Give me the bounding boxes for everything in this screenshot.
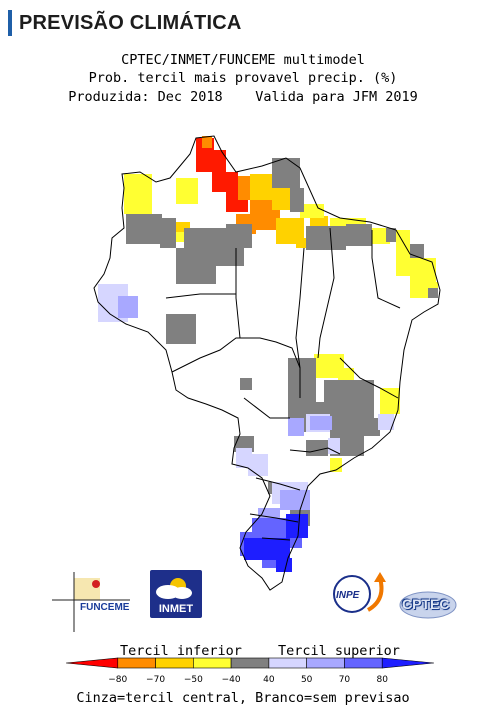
- forecast-cell-above-50: [288, 418, 304, 436]
- header-accent-bar: [8, 10, 12, 36]
- legend-swatch-1: [117, 657, 156, 669]
- legend-label-superior: Tercil superior: [278, 643, 400, 659]
- state-border-5: [317, 227, 335, 359]
- forecast-cell-below-80: [212, 172, 238, 192]
- produced-date: Produzida: Dec 2018: [68, 89, 223, 105]
- forecast-cell-normal: [272, 158, 300, 188]
- legend-tick-label: 80: [376, 675, 388, 685]
- forecast-cell-normal: [176, 248, 216, 284]
- forecast-cell-normal: [290, 188, 304, 212]
- state-border-8: [255, 477, 301, 491]
- state-border-7: [289, 447, 341, 455]
- cptec-label: CPTEC: [402, 596, 450, 612]
- legend-note: Cinza=tercil central, Branco=sem previsa…: [76, 690, 410, 706]
- legend-swatch-7: [344, 657, 383, 669]
- forecast-cell-below-40: [380, 388, 400, 414]
- inmet-emblem: [156, 578, 192, 599]
- forecast-cell-above-50: [310, 416, 332, 430]
- legend-tick-label: 50: [301, 675, 313, 685]
- legend-tick-label: −80: [108, 675, 127, 685]
- inmet-logo: INMET: [150, 570, 202, 618]
- cptec-emblem: [399, 591, 457, 619]
- forecast-cell-normal: [346, 224, 372, 246]
- page-title: PREVISÃO CLIMÁTICA: [19, 11, 242, 34]
- legend-tick-label: −50: [184, 675, 203, 685]
- legend-tick-label: −70: [146, 675, 165, 685]
- legend-swatch-6: [306, 657, 345, 669]
- forecast-cell-below-40: [370, 228, 390, 244]
- forecast-map: [93, 135, 441, 591]
- country-outline: [93, 135, 441, 591]
- forecast-cell-normal: [386, 228, 396, 242]
- state-border-3: [165, 293, 236, 299]
- forecast-cell-normal: [306, 226, 346, 250]
- forecast-cell-normal: [126, 214, 162, 244]
- inpe-emblem: [333, 572, 386, 613]
- forecast-cell-below-40: [396, 230, 410, 276]
- legend-swatch-3: [193, 657, 232, 669]
- forecast-cell-normal: [226, 224, 252, 248]
- forecast-cell-below-40: [338, 368, 354, 382]
- forecast-cell-below-70: [202, 136, 212, 148]
- legend-swatch-8: [381, 657, 435, 669]
- forecast-cell-normal: [240, 378, 252, 390]
- state-border-10: [261, 537, 291, 541]
- forecast-cell-below-50: [250, 174, 272, 200]
- legend-label-inferior: Tercil inferior: [120, 643, 242, 659]
- forecast-cell-above-80: [244, 538, 290, 560]
- forecast-cell-above-40: [378, 414, 394, 430]
- state-border-6: [371, 230, 401, 309]
- forecast-cell-below-50: [296, 238, 306, 248]
- forecast-cell-normal: [160, 218, 176, 248]
- legend-swatch-5: [268, 657, 307, 669]
- state-border-4: [295, 247, 305, 369]
- legend-swatch-2: [155, 657, 194, 669]
- forecast-cell-normal: [428, 288, 438, 298]
- state-border-12: [339, 357, 399, 399]
- legend-tick-label: 70: [339, 675, 351, 685]
- funceme-logo: FUNCEME: [52, 572, 130, 632]
- forecast-cell-above-40: [328, 438, 340, 454]
- forecast-cell-normal: [306, 440, 328, 456]
- color-legend: −80 −70 −50 −40 40 50 70 80: [65, 657, 435, 685]
- map-variable-line: Prob. tercil mais provavel precip. (%): [88, 70, 398, 86]
- forecast-cell-above-80: [286, 514, 308, 538]
- funceme-emblem: [52, 572, 130, 632]
- forecast-cell-normal: [410, 244, 424, 258]
- legend-tick-label: 40: [263, 675, 275, 685]
- funceme-label: FUNCEME: [80, 602, 130, 613]
- valid-period: Valida para JFM 2019: [255, 89, 418, 105]
- state-border-2: [235, 248, 241, 339]
- state-border-9: [249, 513, 299, 523]
- map-source-line: CPTEC/INMET/FUNCEME multimodel: [121, 52, 365, 68]
- forecast-cell-above-80: [276, 558, 292, 572]
- forecast-cell-above-40: [236, 448, 252, 468]
- legend-swatch-0: [65, 657, 119, 669]
- map-dates-line: Produzida: Dec 2018 Valida para JFM 2019: [0, 89, 486, 105]
- forecast-cell-above-40: [248, 454, 268, 476]
- inpe-logo: INPE: [330, 570, 388, 620]
- forecast-cells: [98, 136, 438, 572]
- inpe-label: INPE: [336, 590, 360, 601]
- forecast-cell-below-80: [196, 150, 226, 172]
- forecast-cell-normal: [166, 314, 196, 344]
- inmet-label: INMET: [158, 603, 194, 615]
- forecast-cell-normal: [364, 418, 380, 436]
- forecast-cell-above-50: [280, 490, 310, 510]
- page-header: PREVISÃO CLIMÁTICA: [8, 8, 242, 38]
- forecast-cell-below-40: [176, 232, 186, 242]
- legend-tick-label: −40: [222, 675, 241, 685]
- forecast-cell-below-40: [176, 178, 198, 204]
- forecast-cell-above-50: [118, 296, 138, 318]
- map-outlines: [93, 135, 441, 591]
- cptec-logo: CPTEC: [398, 590, 458, 620]
- forecast-cell-below-40: [124, 174, 152, 214]
- state-border-1: [171, 337, 301, 398]
- legend-swatch-4: [230, 657, 270, 669]
- state-border-11: [243, 397, 290, 419]
- forecast-cell-above-40: [104, 298, 122, 308]
